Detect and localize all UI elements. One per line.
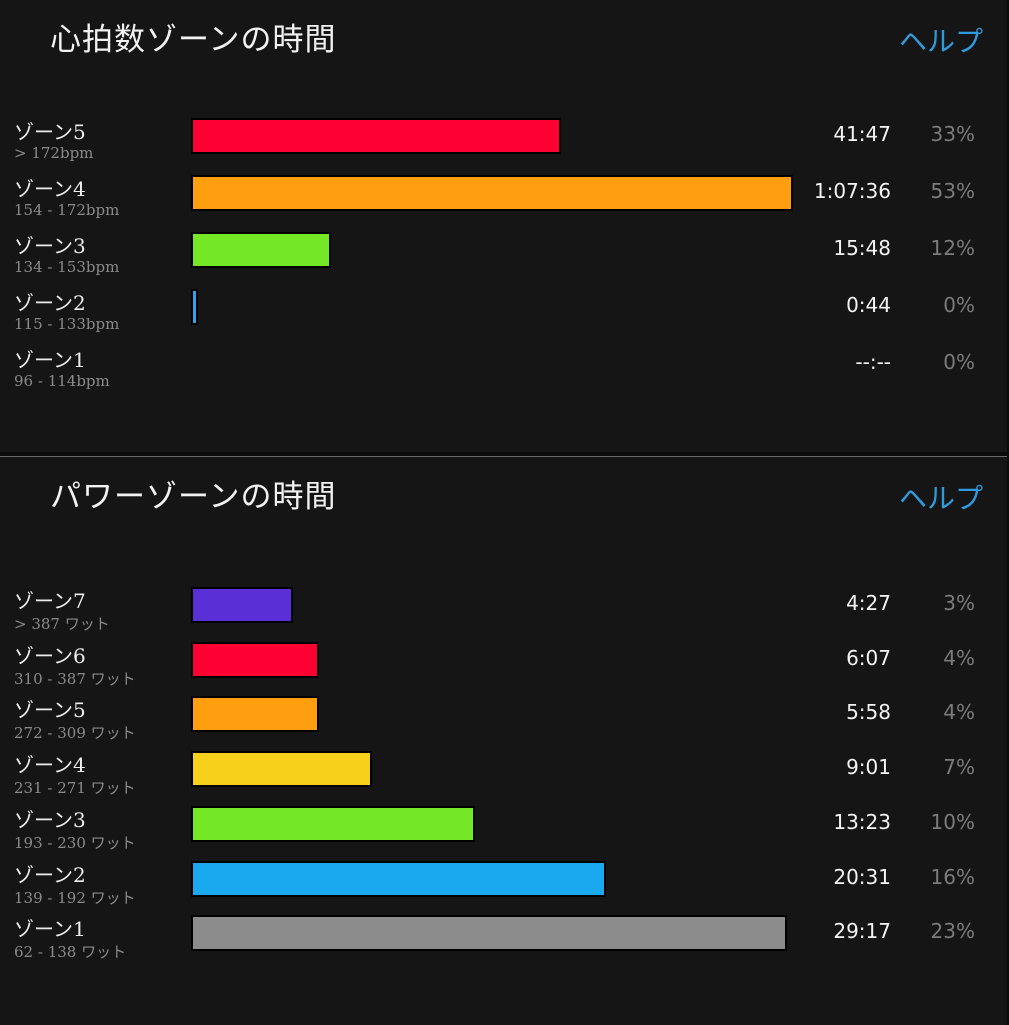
hr-zone-time: 1:07:36: [813, 179, 891, 203]
power-zone-name: ゾーン4: [14, 753, 86, 778]
hr-zone-name: ゾーン3: [14, 234, 86, 258]
power-zone-bar: [191, 805, 475, 842]
power-zone-name: ゾーン5: [14, 698, 86, 723]
power-zone-range: 193 - 230 ワット: [14, 833, 136, 852]
power-zone-row: ゾーン3 193 - 230 ワット 13:23 10%: [0, 804, 1007, 860]
hr-zone-bar: [191, 118, 561, 154]
hr-zone-name: ゾーン5: [14, 120, 86, 144]
hr-zone-range: 96 - 114bpm: [14, 372, 110, 390]
power-zone-bar: [191, 641, 319, 678]
hr-zone-name: ゾーン2: [14, 291, 86, 315]
power-zone-bar: [191, 587, 293, 623]
power-zone-bar: [191, 696, 319, 733]
hr-zone-range: 115 - 133bpm: [14, 315, 120, 333]
power-zone-time: 6:07: [846, 645, 891, 670]
power-section-title: パワーゾーンの時間: [50, 479, 337, 515]
hr-help-link[interactable]: ヘルプ: [898, 25, 983, 58]
hr-zone-percent: 33%: [930, 122, 975, 146]
hr-zone-time: 41:47: [833, 122, 891, 146]
power-zone-range: 139 - 192 ワット: [14, 888, 136, 907]
hr-zone-percent: 0%: [943, 350, 975, 374]
power-zone-range: 231 - 271 ワット: [14, 779, 136, 798]
power-zone-name: ゾーン3: [14, 807, 86, 832]
power-zone-row: ゾーン1 62 - 138 ワット 29:17 23%: [0, 913, 1007, 969]
hr-zone-name: ゾーン4: [14, 177, 86, 201]
power-zone-percent: 16%: [930, 864, 975, 889]
hr-zone-row: ゾーン3 134 - 153bpm 15:48 12%: [0, 230, 1007, 286]
hr-zone-row: ゾーン2 115 - 133bpm 0:44 0%: [0, 287, 1007, 343]
power-zone-percent: 10%: [930, 809, 975, 834]
power-zone-time: 4:27: [846, 591, 891, 615]
hr-zone-bar: [191, 289, 198, 325]
power-zone-name: ゾーン2: [14, 862, 86, 887]
power-zone-time: 9:01: [846, 755, 891, 780]
power-zone-row: ゾーン4 231 - 271 ワット 9:01 7%: [0, 749, 1007, 805]
power-zone-range: 272 - 309 ワット: [14, 724, 136, 743]
power-zone-percent: 7%: [943, 755, 975, 780]
power-zone-range: > 387 ワット: [14, 615, 110, 633]
hr-zone-range: > 172bpm: [14, 144, 94, 162]
hr-zone-row: ゾーン5 > 172bpm 41:47 33%: [0, 116, 1007, 172]
power-zone-row: ゾーン6 310 - 387 ワット 6:07 4%: [0, 640, 1007, 696]
power-zone-name: ゾーン6: [14, 643, 86, 668]
power-zone-row: ゾーン7 > 387 ワット 4:27 3%: [0, 585, 1007, 641]
hr-zone-range: 154 - 172bpm: [14, 201, 120, 219]
heart-rate-zone-card: 心拍数ゾーンの時間 ヘルプ ゾーン5 > 172bpm 41:47 33% ゾーン4 15…: [0, 0, 1007, 452]
power-zone-bar: [191, 860, 606, 897]
power-zone-name: ゾーン7: [14, 589, 86, 613]
power-zone-row: ゾーン2 139 - 192 ワット 20:31 16%: [0, 859, 1007, 915]
power-zone-time: 29:17: [833, 919, 891, 944]
hr-zone-percent: 0%: [943, 293, 975, 317]
power-zone-name: ゾーン1: [14, 917, 86, 942]
hr-zone-percent: 53%: [930, 179, 975, 203]
hr-section-title: 心拍数ゾーンの時間: [50, 22, 337, 58]
power-zone-row: ゾーン5 272 - 309 ワット 5:58 4%: [0, 694, 1007, 750]
hr-zone-time: --:--: [855, 350, 891, 374]
hr-zone-bar: [191, 232, 331, 268]
power-zone-percent: 23%: [930, 919, 975, 944]
power-zone-percent: 3%: [943, 591, 975, 615]
power-zone-range: 310 - 387 ワット: [14, 669, 136, 688]
power-zone-time: 13:23: [833, 809, 891, 834]
hr-zone-percent: 12%: [930, 236, 975, 260]
hr-zone-row: ゾーン4 154 - 172bpm 1:07:36 53%: [0, 173, 1007, 229]
power-zone-percent: 4%: [943, 700, 975, 725]
power-zone-time: 5:58: [846, 700, 891, 725]
hr-zone-row: ゾーン1 96 - 114bpm --:-- 0%: [0, 344, 1007, 400]
hr-zone-time: 15:48: [833, 236, 891, 260]
power-zone-bar: [191, 751, 372, 788]
power-help-link[interactable]: ヘルプ: [898, 482, 983, 515]
power-zone-percent: 4%: [943, 645, 975, 670]
hr-zone-range: 134 - 153bpm: [14, 258, 120, 276]
power-zone-card: パワーゾーンの時間 ヘルプ ゾーン7 > 387 ワット 4:27 3% ゾーン6 310…: [0, 456, 1007, 1025]
power-zone-bar: [191, 915, 787, 952]
power-zone-range: 62 - 138 ワット: [14, 943, 127, 962]
hr-zone-time: 0:44: [846, 293, 891, 317]
power-zone-time: 20:31: [833, 864, 891, 889]
hr-zone-name: ゾーン1: [14, 348, 86, 372]
hr-zone-bar: [191, 175, 793, 211]
